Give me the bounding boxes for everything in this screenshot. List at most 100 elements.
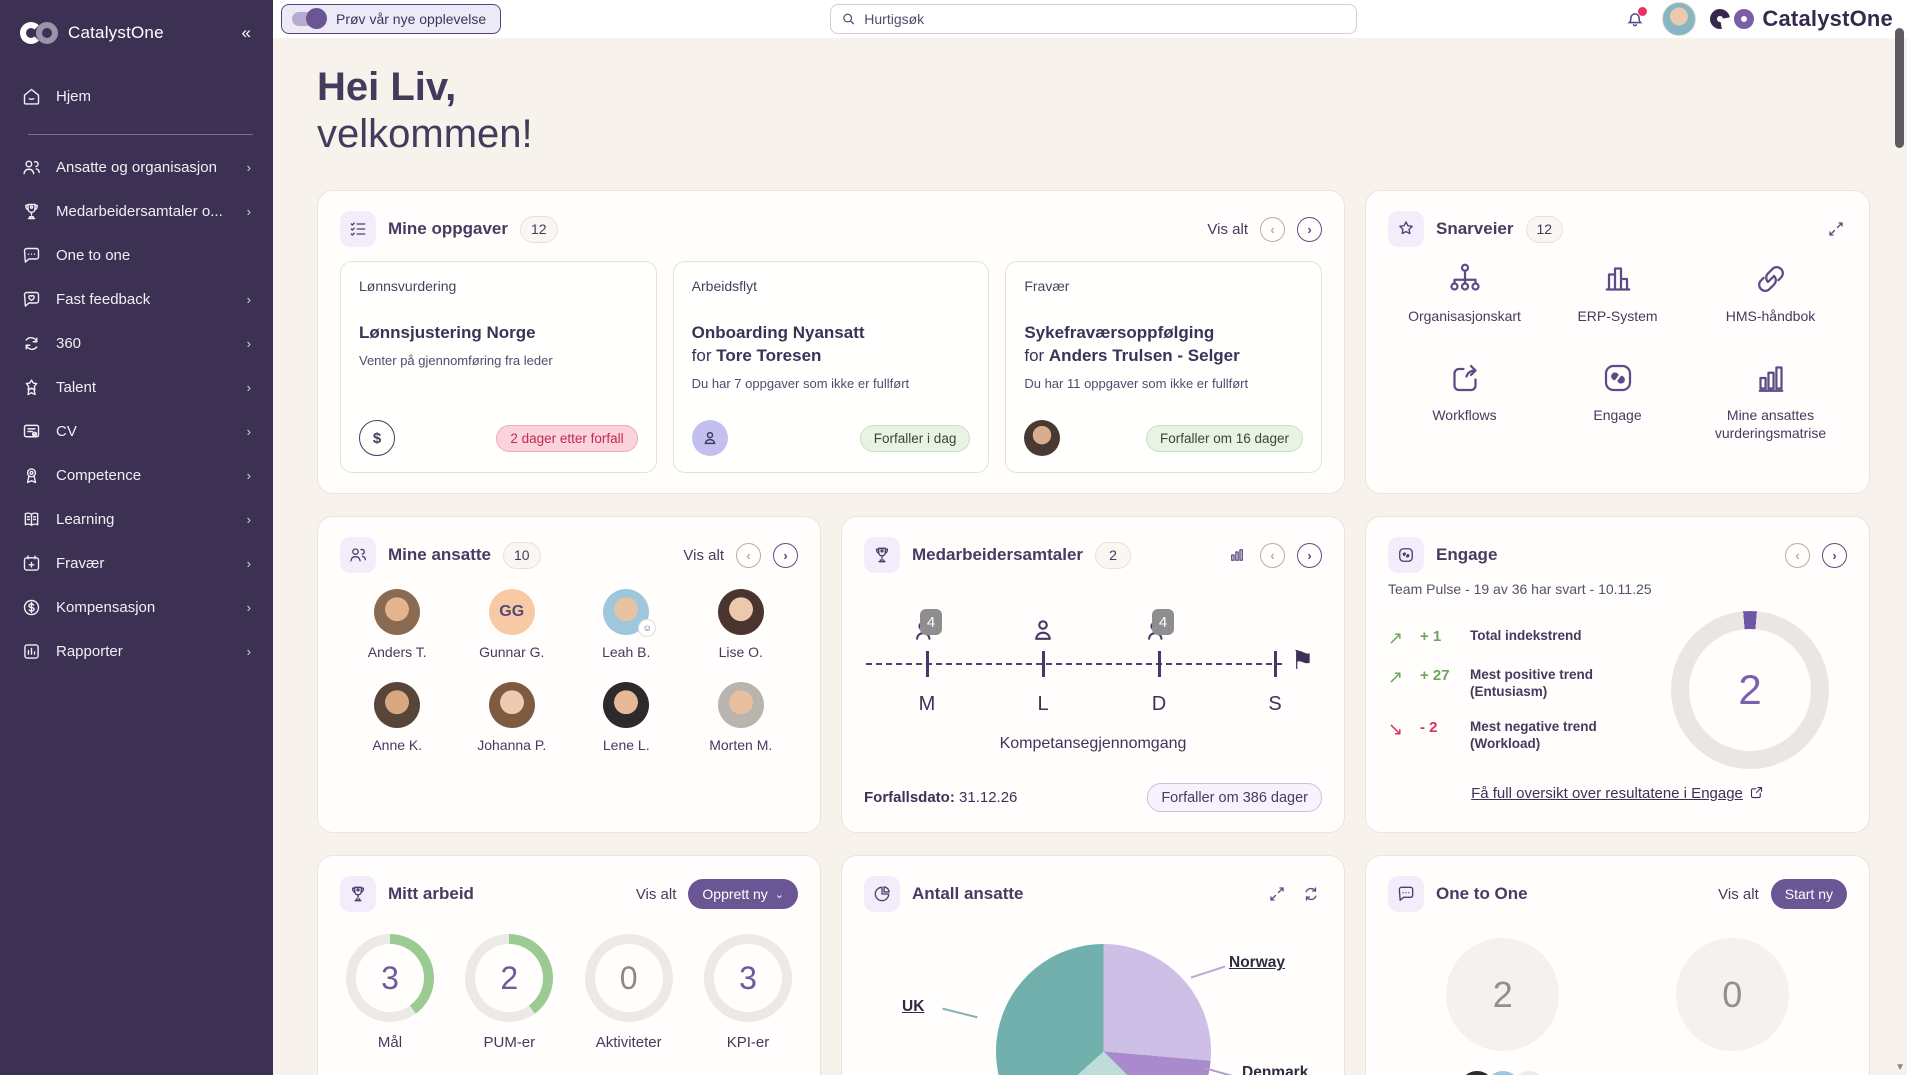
shortcut-vurderingsmatrise[interactable]: Mine ansattes vurderingsmatrise <box>1694 360 1847 442</box>
sidebar-collapse-button[interactable]: « <box>241 23 251 42</box>
task-item-lonnsvurdering[interactable]: Lønnsvurdering Lønnsjustering Norge Vent… <box>340 261 657 474</box>
people-icon <box>340 537 376 574</box>
checklist-icon <box>340 211 376 248</box>
due-label: Forfallsdato: <box>864 789 955 807</box>
employees-view-all-link[interactable]: Vis alt <box>683 546 724 564</box>
sidebar-item-rapporter[interactable]: Rapporter › <box>0 629 273 673</box>
engage-card-header: Engage ‹ › <box>1388 537 1847 574</box>
shortcut-erp-system[interactable]: ERP-System <box>1541 261 1694 325</box>
sidebar-item-learning[interactable]: Learning › <box>0 497 273 541</box>
reviews-next-button[interactable]: › <box>1297 542 1322 568</box>
engage-next-button[interactable]: › <box>1822 542 1847 568</box>
engage-results-link[interactable]: Få full oversikt over resultatene i Enga… <box>1471 785 1743 803</box>
one-to-one-view-all-link[interactable]: Vis alt <box>1718 885 1759 903</box>
sidebar-item-fravaer[interactable]: Fravær › <box>0 541 273 585</box>
task-item-sykefravaer[interactable]: Fravær Sykefraværsoppfølging for Anders … <box>1005 261 1323 474</box>
sidebar-item-kompensasjon[interactable]: Kompensasjon › <box>0 585 273 629</box>
employee-leah[interactable]: ☺ Leah B. <box>569 589 684 660</box>
sidebar-item-competence[interactable]: Competence › <box>0 453 273 497</box>
employee-johanna[interactable]: Johanna P. <box>455 682 570 753</box>
engage-icon <box>1604 364 1631 391</box>
search-input[interactable] <box>864 11 1346 27</box>
toggle-switch-icon[interactable] <box>292 8 327 29</box>
employee-lene[interactable]: Lene L. <box>569 682 684 753</box>
brand: CatalystOne <box>1706 5 1893 33</box>
sidebar-item-360[interactable]: 360 › <box>0 321 273 365</box>
stat-pumer[interactable]: 2 PUM-er <box>465 934 554 1051</box>
engage-card: Engage ‹ › Team Pulse - 19 av 36 har sva… <box>1365 516 1870 834</box>
refresh-icon[interactable] <box>1300 883 1322 905</box>
engage-prev-button[interactable]: ‹ <box>1785 542 1810 568</box>
sidebar-item-cv[interactable]: CV › <box>0 409 273 453</box>
report-icon <box>20 640 42 662</box>
greeting-line1: Hei Liv, <box>317 65 457 109</box>
new-experience-toggle[interactable]: Prøv vår nye opplevelse <box>281 4 502 34</box>
task-item-onboarding[interactable]: Arbeidsflyt Onboarding Nyansatt for Tore… <box>672 261 990 474</box>
shortcut-hms-handbok[interactable]: HMS-håndbok <box>1694 261 1847 325</box>
chart-view-icon[interactable] <box>1226 544 1248 566</box>
employees-prev-button[interactable]: ‹ <box>736 542 761 568</box>
scrollbar-thumb[interactable] <box>1895 28 1904 148</box>
create-new-button[interactable]: Opprett ny ⌄ <box>688 879 798 910</box>
employee-morten[interactable]: Morten M. <box>684 682 799 753</box>
employee-anne[interactable]: Anne K. <box>340 682 455 753</box>
trend-down-icon: ↘ <box>1388 718 1404 739</box>
rising-bars-icon <box>1758 365 1783 392</box>
user-avatar[interactable] <box>1662 2 1697 36</box>
work-view-all-link[interactable]: Vis alt <box>635 885 677 903</box>
book-icon <box>20 508 42 530</box>
search-icon <box>843 13 855 25</box>
employee-lise[interactable]: Lise O. <box>684 589 799 660</box>
sidebar-item-label: One to one <box>56 246 131 264</box>
tasks-prev-button[interactable]: ‹ <box>1260 216 1285 242</box>
review-footer: Forfallsdato: 31.12.26 Forfaller om 386 … <box>864 783 1322 813</box>
engage-icon <box>1388 537 1424 574</box>
avatar <box>717 589 764 636</box>
shortcut-organisasjonskart[interactable]: Organisasjonskart <box>1388 261 1541 325</box>
sidebar-item-ansatte[interactable]: Ansatte og organisasjon › <box>0 145 273 189</box>
pie-label-uk[interactable]: UK <box>902 998 925 1016</box>
stat-aktiviteter[interactable]: 0 Aktiviteter <box>584 934 673 1051</box>
tasks-next-button[interactable]: › <box>1297 216 1322 242</box>
reviews-prev-button[interactable]: ‹ <box>1260 542 1285 568</box>
sidebar-item-talent[interactable]: Talent › <box>0 365 273 409</box>
stat-kpier[interactable]: 3 KPI-er <box>703 934 792 1051</box>
stat-maal[interactable]: 3 Mål <box>346 934 434 1051</box>
sidebar-item-home[interactable]: Hjem <box>0 74 273 118</box>
headcount-card: Antall ansatte UK Norway Denmark <box>841 855 1345 1075</box>
greeting: Hei Liv, velkommen! <box>317 64 1881 158</box>
employee-gunnar[interactable]: GG Gunnar G. <box>455 589 570 660</box>
pie[interactable] <box>996 944 1211 1075</box>
brand-logo-icon <box>1706 5 1735 33</box>
shortcut-workflows[interactable]: Workflows <box>1388 360 1541 442</box>
card-title: Medarbeidersamtaler <box>912 545 1084 565</box>
more-participants-badge[interactable]: +6 <box>1509 1069 1548 1075</box>
participants: +6 <box>1457 1069 1548 1075</box>
one-to-one-count-circle[interactable]: 2 <box>1446 938 1560 1052</box>
milestone-label: L <box>1037 693 1049 716</box>
one-to-one-count-circle[interactable]: 0 <box>1675 938 1789 1052</box>
pie-label-norway[interactable]: Norway <box>1229 954 1285 972</box>
sidebar-item-one-to-one[interactable]: One to one <box>0 233 273 277</box>
notifications-bell-icon[interactable] <box>1624 7 1648 31</box>
expand-icon[interactable] <box>1266 883 1288 905</box>
person-icon <box>1028 615 1058 650</box>
employee-anders[interactable]: Anders T. <box>340 589 455 660</box>
work-card-header: Mitt arbeid Vis alt Opprett ny ⌄ <box>340 876 798 913</box>
sidebar-item-fast-feedback[interactable]: Fast feedback › <box>0 277 273 321</box>
shortcut-engage[interactable]: Engage <box>1541 360 1694 442</box>
scrollbar-down-arrow[interactable]: ▼ <box>1895 1062 1905 1073</box>
sidebar-item-label: Rapporter <box>56 642 123 660</box>
timeline-line <box>866 663 1282 666</box>
pie-label-denmark[interactable]: Denmark <box>1242 1064 1309 1075</box>
employees-next-button[interactable]: › <box>773 542 798 568</box>
engage-body: ↗ + 1 Total indekstrend ↗ + 27 Mest posi… <box>1388 611 1847 770</box>
start-new-button[interactable]: Start ny <box>1770 879 1847 910</box>
org-chart-icon <box>1449 264 1480 291</box>
tasks-view-all-link[interactable]: Vis alt <box>1207 220 1248 238</box>
global-search[interactable] <box>830 4 1357 34</box>
sidebar-item-medarbeidersamtaler[interactable]: Medarbeidersamtaler o... › <box>0 189 273 233</box>
one-to-one-card: One to One Vis alt Start ny 2 +6 <box>1365 855 1870 1075</box>
page-scrollbar[interactable]: ▼ <box>1893 0 1907 1075</box>
expand-icon[interactable] <box>1825 218 1847 240</box>
